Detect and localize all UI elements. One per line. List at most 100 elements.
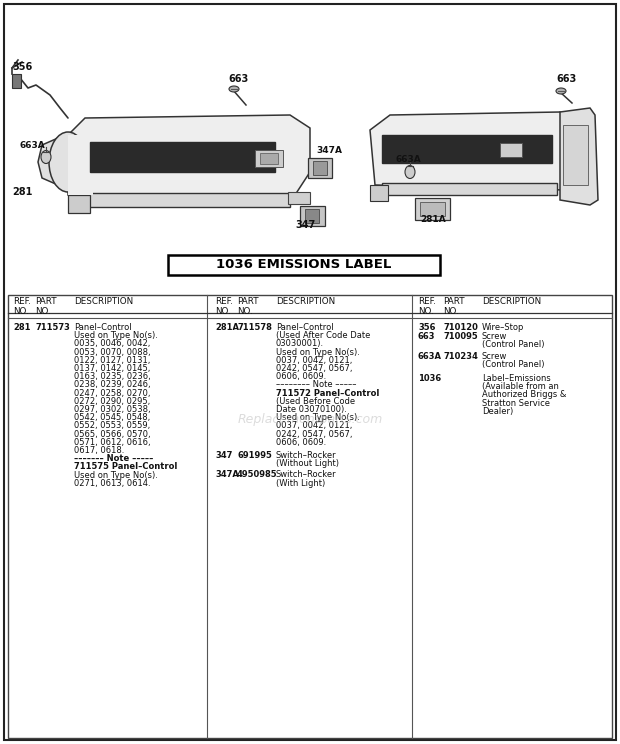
Text: Dealer): Dealer) — [482, 407, 513, 416]
Text: Used on Type No(s).: Used on Type No(s). — [74, 471, 158, 480]
Text: Used on Type No(s).: Used on Type No(s). — [276, 413, 360, 422]
Ellipse shape — [229, 86, 239, 92]
Bar — [370, 185, 388, 201]
Text: (Without Light): (Without Light) — [276, 459, 339, 468]
Bar — [313, 161, 327, 175]
Ellipse shape — [405, 165, 415, 179]
Text: 0542, 0545, 0548,: 0542, 0545, 0548, — [74, 413, 150, 422]
Text: 1036: 1036 — [418, 374, 441, 383]
Text: 281: 281 — [13, 323, 30, 332]
Text: DESCRIPTION: DESCRIPTION — [482, 297, 541, 306]
Text: 711578: 711578 — [237, 323, 272, 332]
Text: Date 03070100).: Date 03070100). — [276, 405, 347, 414]
Text: Stratton Service: Stratton Service — [482, 399, 550, 408]
Text: 0271, 0613, 0614.: 0271, 0613, 0614. — [74, 479, 151, 488]
Text: 691995: 691995 — [237, 451, 272, 460]
Text: 710095: 710095 — [443, 333, 478, 341]
Text: Label–Emissions: Label–Emissions — [482, 374, 551, 383]
Text: 0606, 0609.: 0606, 0609. — [276, 437, 326, 447]
Text: (Used After Code Date: (Used After Code Date — [276, 331, 370, 340]
Bar — [415, 198, 450, 220]
Text: 711575 Panel–Control: 711575 Panel–Control — [74, 463, 177, 472]
Polygon shape — [370, 112, 580, 190]
Bar — [300, 206, 325, 226]
Text: ––––––– Note –––––: ––––––– Note ––––– — [74, 454, 153, 464]
Text: 0053, 0070, 0088,: 0053, 0070, 0088, — [74, 347, 151, 356]
Text: 0037, 0042, 0121,: 0037, 0042, 0121, — [276, 421, 352, 430]
Bar — [168, 255, 440, 275]
Text: Panel–Control: Panel–Control — [276, 323, 334, 332]
Bar — [68, 135, 93, 195]
Text: 663: 663 — [418, 333, 435, 341]
Text: 281A: 281A — [215, 323, 239, 332]
Text: 0617, 0618.: 0617, 0618. — [74, 446, 125, 455]
Bar — [288, 192, 310, 204]
Bar — [500, 143, 522, 157]
Text: 347: 347 — [215, 451, 232, 460]
Text: REF.
NO.: REF. NO. — [13, 297, 31, 316]
Text: 663A: 663A — [418, 352, 442, 361]
Text: 03030001).: 03030001). — [276, 339, 324, 348]
Text: 0238, 0239, 0246,: 0238, 0239, 0246, — [74, 380, 151, 389]
Text: –––––––– Note –––––: –––––––– Note ––––– — [276, 380, 356, 389]
Text: Switch–Rocker: Switch–Rocker — [276, 470, 337, 479]
Bar — [382, 183, 557, 195]
Text: REF.
NO.: REF. NO. — [215, 297, 233, 316]
Text: DESCRIPTION: DESCRIPTION — [74, 297, 133, 306]
Text: (Used Before Code: (Used Before Code — [276, 397, 355, 405]
Text: PART
NO.: PART NO. — [35, 297, 56, 316]
Text: (With Light): (With Light) — [276, 478, 326, 487]
Text: PART
NO.: PART NO. — [443, 297, 464, 316]
Text: 0272, 0290, 0295,: 0272, 0290, 0295, — [74, 397, 150, 405]
Text: Wire–Stop: Wire–Stop — [482, 323, 525, 332]
Text: 0297, 0302, 0538,: 0297, 0302, 0538, — [74, 405, 151, 414]
Bar — [563, 125, 588, 185]
Text: Used on Type No(s).: Used on Type No(s). — [276, 347, 360, 356]
Bar — [12, 74, 21, 88]
Text: 356: 356 — [418, 323, 435, 332]
Text: 4950985: 4950985 — [237, 470, 278, 479]
Bar — [68, 195, 90, 213]
Text: 1036 EMISSIONS LABEL: 1036 EMISSIONS LABEL — [216, 258, 392, 272]
Text: 0571, 0612, 0616,: 0571, 0612, 0616, — [74, 437, 151, 447]
Text: 663A: 663A — [396, 155, 422, 164]
Bar — [260, 153, 278, 164]
Ellipse shape — [41, 150, 51, 164]
Text: 0163, 0235, 0236,: 0163, 0235, 0236, — [74, 372, 151, 381]
Polygon shape — [68, 115, 310, 195]
Bar — [85, 193, 290, 207]
Text: 710234: 710234 — [443, 352, 478, 361]
Text: DESCRIPTION: DESCRIPTION — [276, 297, 335, 306]
Text: 711573: 711573 — [35, 323, 70, 332]
Text: 0137, 0142, 0145,: 0137, 0142, 0145, — [74, 364, 151, 373]
Text: 0122, 0127, 0131,: 0122, 0127, 0131, — [74, 356, 151, 365]
Text: 281: 281 — [12, 187, 32, 197]
Text: Panel–Control: Panel–Control — [74, 323, 131, 332]
Text: 0552, 0553, 0559,: 0552, 0553, 0559, — [74, 421, 150, 430]
Bar — [90, 142, 275, 172]
Text: 0606, 0609.: 0606, 0609. — [276, 372, 326, 381]
Text: 347A: 347A — [215, 470, 239, 479]
Polygon shape — [38, 135, 70, 195]
Bar — [420, 202, 445, 216]
Text: 663: 663 — [556, 74, 576, 84]
Text: 0242, 0547, 0567,: 0242, 0547, 0567, — [276, 364, 353, 373]
Text: 0037, 0042, 0121,: 0037, 0042, 0121, — [276, 356, 352, 365]
Text: Used on Type No(s).: Used on Type No(s). — [74, 331, 158, 340]
Text: Replacementparts.com: Replacementparts.com — [237, 414, 383, 426]
Text: Screw: Screw — [482, 333, 507, 341]
Text: 0247, 0258, 0270,: 0247, 0258, 0270, — [74, 388, 151, 397]
Text: 711572 Panel–Control: 711572 Panel–Control — [276, 388, 379, 397]
Text: Authorized Briggs &: Authorized Briggs & — [482, 391, 567, 400]
Bar — [308, 158, 332, 178]
Text: 0242, 0547, 0567,: 0242, 0547, 0567, — [276, 429, 353, 439]
Bar — [305, 209, 319, 223]
Text: (Control Panel): (Control Panel) — [482, 341, 544, 350]
Bar — [382, 135, 552, 163]
Text: 347: 347 — [295, 220, 315, 230]
Text: (Available from an: (Available from an — [482, 382, 559, 391]
Text: PART
NO.: PART NO. — [237, 297, 259, 316]
Bar — [8, 295, 612, 738]
Text: 710120: 710120 — [443, 323, 478, 332]
Text: 281A: 281A — [420, 215, 446, 224]
